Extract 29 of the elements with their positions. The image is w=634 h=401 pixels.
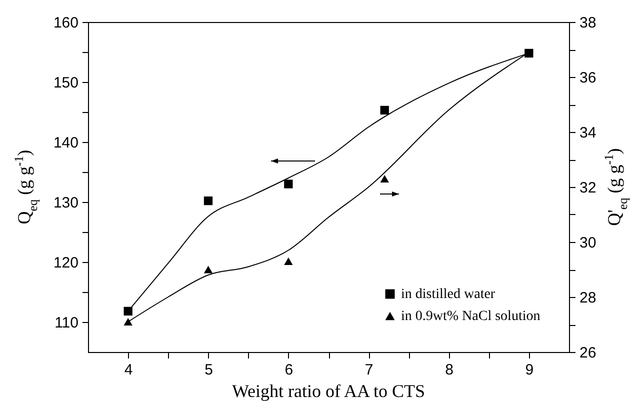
point xyxy=(284,258,293,265)
point xyxy=(380,106,389,115)
x-tick-label: 9 xyxy=(525,362,534,378)
y-tick-label: 110 xyxy=(54,314,78,332)
legend-label: in distilled water xyxy=(401,287,496,302)
x-tick-label: 6 xyxy=(284,362,294,378)
x-tick-label: 5 xyxy=(204,362,213,378)
y2-tick-label: 26 xyxy=(580,344,596,362)
point xyxy=(204,266,213,274)
x-tick-label: 7 xyxy=(364,362,374,378)
point xyxy=(204,196,213,206)
y-tick-label: 150 xyxy=(53,74,78,92)
y2-tick-label: 38 xyxy=(580,14,596,32)
y2-tick-label: 28 xyxy=(580,290,596,306)
y2-tick-label: 30 xyxy=(580,234,596,252)
y-tick-label: 120 xyxy=(53,254,78,272)
point xyxy=(380,175,389,182)
y2-tick-label: 36 xyxy=(580,70,596,86)
y2-tick-label: 32 xyxy=(580,180,596,196)
x-tick-label: 4 xyxy=(124,362,133,378)
legend-label: in 0.9wt% NaCl solution xyxy=(401,309,540,324)
y2-tick-label: 34 xyxy=(580,124,596,142)
point xyxy=(284,180,293,188)
y-tick-label: 160 xyxy=(53,14,78,32)
y-tick-label: 140 xyxy=(53,134,78,152)
x-tick-label: 8 xyxy=(445,362,454,378)
y-tick-label: 130 xyxy=(53,194,78,212)
point xyxy=(124,318,132,326)
x-axis-title: Weight ratio of AA to CTS xyxy=(232,381,426,401)
